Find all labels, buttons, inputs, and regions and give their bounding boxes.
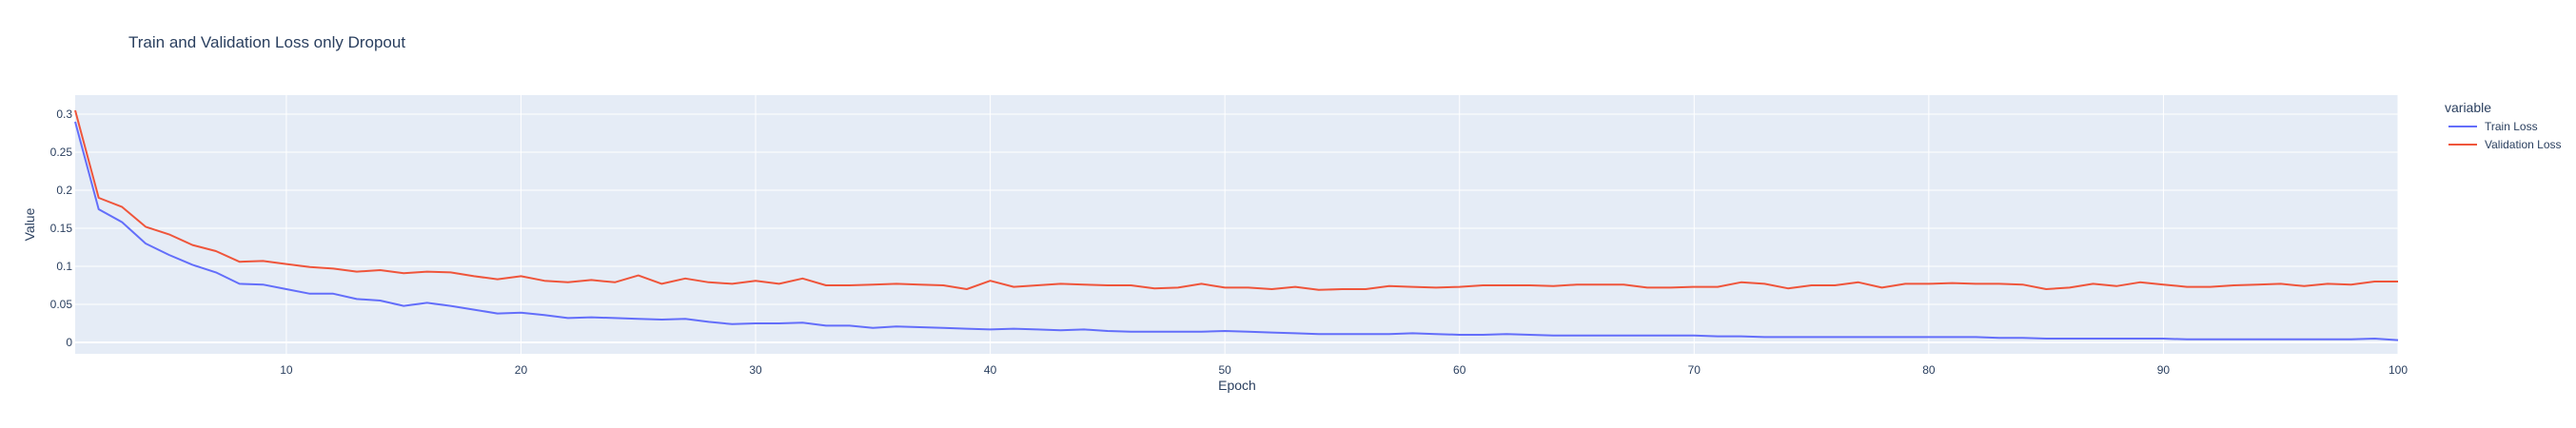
legend-label: Validation Loss [2485, 138, 2562, 151]
y-tick-label: 0 [66, 336, 72, 349]
x-tick-label: 10 [280, 363, 293, 377]
x-tick-label: 80 [1922, 363, 1936, 377]
x-axis-title: Epoch [1218, 378, 1256, 393]
legend-label: Train Loss [2485, 120, 2538, 133]
x-tick-label: 90 [2157, 363, 2171, 377]
y-tick-label: 0.25 [50, 146, 73, 159]
x-tick-label: 60 [1453, 363, 1466, 377]
y-tick-label: 0.05 [50, 298, 73, 311]
y-tick-label: 0.3 [56, 107, 72, 121]
y-tick-label: 0.1 [56, 260, 72, 273]
y-tick-label: 0.15 [50, 222, 73, 235]
series-line-train-loss [74, 121, 2399, 341]
legend: variable Train Loss Validation Loss [2445, 100, 2562, 151]
series-lines [74, 109, 2399, 341]
x-tick-label: 70 [1688, 363, 1701, 377]
legend-title: variable [2445, 100, 2491, 115]
x-tick-label: 30 [749, 363, 762, 377]
x-tick-label: 40 [984, 363, 997, 377]
x-tick-label: 20 [515, 363, 528, 377]
x-tick-label: 50 [1218, 363, 1231, 377]
series-line-validation-loss [74, 109, 2398, 291]
grid [75, 95, 2399, 354]
plot-area [75, 95, 2398, 354]
chart-title: Train and Validation Loss only Dropout [128, 33, 405, 51]
y-axis-title: Value [22, 207, 37, 241]
y-tick-label: 0.2 [56, 184, 72, 197]
axis-ticks: 10 20 30 40 50 60 70 80 90 100 0 0.05 0.1 0.15 0.2 0.25… [50, 107, 2409, 377]
x-tick-label: 100 [2389, 363, 2408, 377]
